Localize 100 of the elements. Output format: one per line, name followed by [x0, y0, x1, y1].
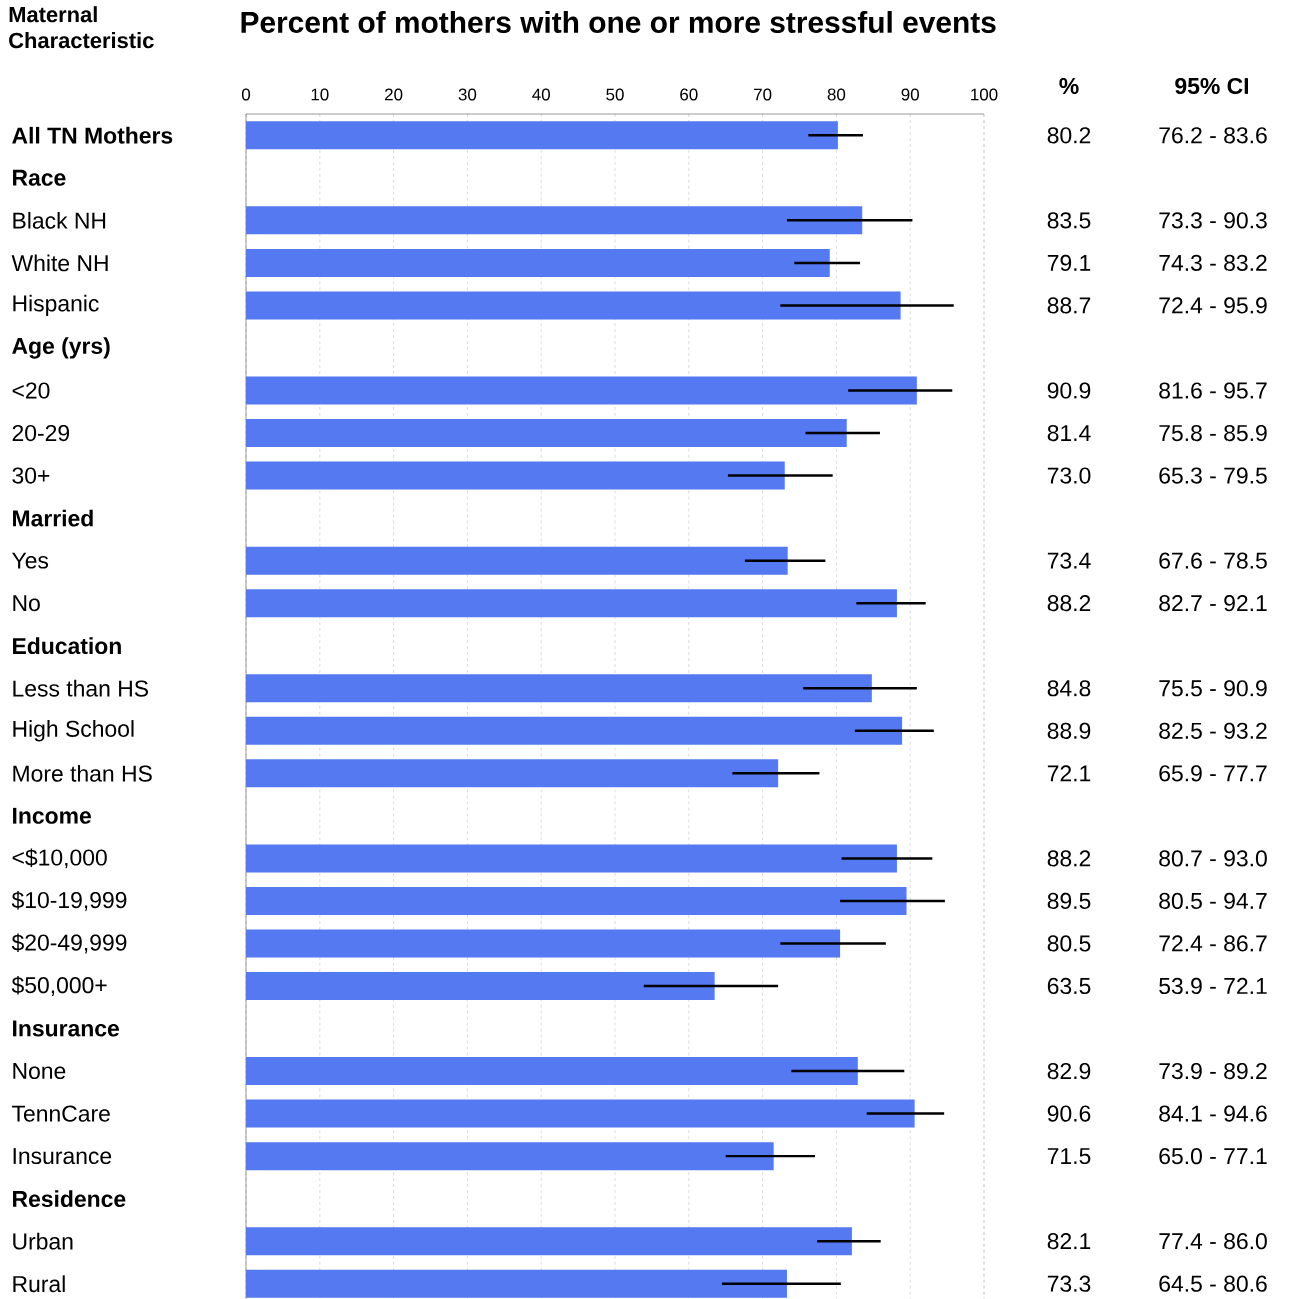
text: 80.7 - 93.0 [1159, 850, 1267, 867]
y-tick-label: $10-19,999 [11, 890, 127, 911]
y-tick-label: High School [13, 720, 134, 742]
bar [246, 674, 872, 703]
data-label: 73.3 [1047, 1275, 1091, 1292]
text: % [1059, 77, 1079, 95]
x-tick-label: 90 [901, 88, 919, 101]
bar [246, 1142, 774, 1171]
x-tick-label: 40 [532, 88, 550, 101]
x-tick-label: 20 [385, 88, 403, 101]
bar [246, 546, 788, 575]
data-label: 73.4 [1047, 552, 1091, 569]
y-tick-label: Rural [13, 1275, 65, 1293]
data-label: 90.6 [1047, 1105, 1091, 1122]
bar [246, 121, 838, 150]
x-tick-label: 10 [311, 88, 329, 101]
data-label: 80.2 [1047, 127, 1091, 144]
bar [246, 759, 779, 788]
text: 53.9 - 72.1 [1159, 977, 1267, 995]
y-tick-label: Black NH [13, 211, 106, 229]
y-tick-label: None [13, 1063, 66, 1080]
chart-title: Percent of mothers with one or more stressful events [241, 11, 996, 33]
text: 67.6 - 78.5 [1159, 552, 1267, 569]
bar [246, 461, 785, 490]
bar [246, 844, 897, 873]
y-tick-label: Hispanic [13, 294, 99, 317]
text: 80.5 - 94.7 [1159, 892, 1267, 910]
text: 82.7 - 92.1 [1159, 595, 1267, 612]
y-tick-label: 20-29 [12, 424, 70, 442]
text: 73.9 - 89.2 [1159, 1062, 1267, 1080]
data-label: 82.9 [1047, 1062, 1091, 1080]
data-label: 83.5 [1047, 212, 1091, 229]
text: 82.5 - 93.2 [1159, 722, 1267, 739]
bar [246, 886, 907, 915]
y-tick-label: All TN Mothers [12, 126, 173, 144]
bar [246, 419, 847, 448]
text: 65.0 - 77.1 [1159, 1148, 1267, 1165]
y-tick-label: Education [13, 637, 121, 655]
x-tick-label: 70 [754, 88, 772, 101]
data-label: 90.9 [1047, 382, 1091, 399]
y-tick-label: <$10,000 [12, 848, 107, 869]
text: 95% CI [1175, 77, 1249, 95]
data-label: 81.4 [1047, 424, 1091, 442]
x-tick-label: 60 [680, 88, 698, 101]
data-label: 88.7 [1047, 297, 1091, 314]
bar [246, 248, 830, 277]
data-label: 73.0 [1047, 467, 1091, 484]
y-tick-label: Insurance [13, 1148, 112, 1165]
y-tick-label: Race [13, 169, 66, 186]
text: 81.6 - 95.7 [1159, 382, 1267, 399]
y-tick-label: <20 [12, 382, 50, 399]
x-tick-label: 0 [241, 88, 251, 101]
text: 76.2 - 83.6 [1159, 127, 1267, 144]
bar [246, 716, 903, 745]
data-label: 79.1 [1047, 254, 1091, 271]
data-label: 71.5 [1047, 1148, 1091, 1165]
y-axis-title: Maternal Characteristic [9, 6, 154, 49]
y-tick-label: TennCare [12, 1105, 110, 1122]
text: 65.9 - 77.7 [1159, 765, 1267, 782]
bar [246, 1269, 787, 1298]
bar [246, 376, 917, 405]
bar [246, 291, 901, 320]
data-label: 88.9 [1047, 722, 1091, 739]
bar [246, 1099, 915, 1128]
y-tick-label: Married [13, 509, 93, 527]
text: 75.5 - 90.9 [1159, 680, 1267, 697]
bar [246, 589, 897, 618]
y-tick-label: $50,000+ [11, 976, 107, 996]
y-tick-label: Yes [12, 552, 49, 569]
y-tick-label: Less than HS [13, 679, 148, 697]
data-label: 88.2 [1047, 595, 1091, 612]
data-label: 84.8 [1047, 680, 1091, 697]
text: 72.4 - 95.9 [1159, 297, 1267, 314]
y-tick-label: Age (yrs) [12, 337, 110, 359]
data-label: 72.1 [1047, 765, 1091, 782]
x-tick-label: 30 [458, 88, 477, 101]
data-label: 63.5 [1047, 977, 1091, 995]
text: 75.8 - 85.9 [1159, 424, 1267, 442]
text: 72.4 - 86.7 [1159, 935, 1267, 952]
y-tick-label: 30+ [12, 467, 50, 484]
x-tick-label: 80 [827, 88, 846, 101]
text: 65.3 - 79.5 [1159, 467, 1267, 484]
bar [246, 1227, 852, 1256]
text: 77.4 - 86.0 [1159, 1233, 1267, 1250]
bar [246, 1057, 858, 1086]
data-label: 88.2 [1047, 850, 1091, 867]
data-label: 80.5 [1047, 935, 1091, 952]
text: 64.5 - 80.6 [1159, 1275, 1267, 1292]
y-tick-label: $20-49,999 [11, 933, 127, 954]
bar [246, 971, 715, 1000]
y-tick-label: White NH [11, 254, 108, 272]
x-tick-label: 50 [606, 88, 624, 101]
data-label: 89.5 [1047, 892, 1091, 910]
bar [246, 206, 863, 235]
data-label: 82.1 [1047, 1233, 1091, 1250]
y-tick-label: No [13, 595, 40, 612]
y-tick-label: Insurance [13, 1020, 119, 1037]
y-tick-label: More than HS [13, 764, 152, 782]
text: 84.1 - 94.6 [1159, 1105, 1267, 1122]
y-tick-label: Residence [13, 1190, 126, 1208]
